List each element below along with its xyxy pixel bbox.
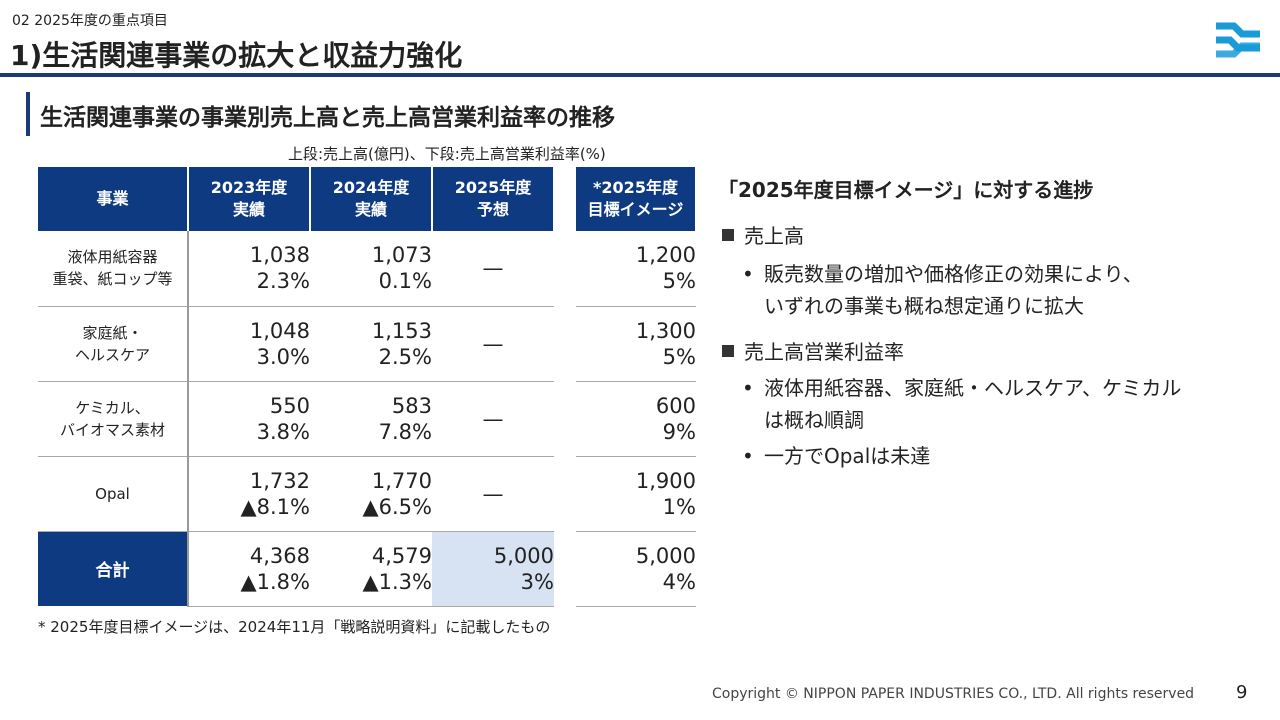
value-2025: — — [432, 456, 554, 532]
value-2023: 1,038 2.3% — [188, 231, 310, 307]
gap-cell — [554, 231, 576, 306]
total-target: 5,000 4% — [576, 531, 696, 607]
dot-bullet-icon: • — [742, 444, 754, 468]
header-business: 事業 — [38, 167, 189, 231]
progress-heading-margin: 売上高営業利益率 — [722, 336, 904, 365]
business-name: ケミカル、 バイオマス素材 — [38, 381, 189, 457]
progress-bullet: • 販売数量の増加や価格修正の効果により、 いずれの事業も概ね想定通りに拡大 — [742, 258, 1143, 322]
subtitle-accent-bar — [26, 92, 30, 136]
copyright: Copyright © NIPPON PAPER INDUSTRIES CO.,… — [712, 686, 1195, 702]
table-row: 家庭紙・ ヘルスケア 1,048 3.0% 1,153 2.5% — 1,300 5% — [38, 306, 696, 382]
business-name: 液体用紙容器 重袋、紙コップ等 — [38, 231, 189, 307]
total-2023: 4,368 ▲1.8% — [188, 531, 310, 607]
gap-cell — [554, 531, 576, 606]
progress-bullet: • 一方でOpalは未達 — [742, 440, 930, 472]
progress-bullet: • 液体用紙容器、家庭紙・ヘルスケア、ケミカル は概ね順調 — [742, 372, 1181, 436]
subtitle: 生活関連事業の事業別売上高と売上高営業利益率の推移 — [40, 105, 615, 131]
header-target: *2025年度 目標イメージ — [576, 167, 697, 231]
value-2024: 1,153 2.5% — [310, 306, 432, 382]
value-2025: — — [432, 381, 554, 457]
page-number: 9 — [1236, 682, 1248, 703]
header-2024: 2024年度 実績 — [310, 167, 433, 231]
header-2023: 2023年度 実績 — [188, 167, 311, 231]
progress-title: 「2025年度目標イメージ」に対する進捗 — [718, 178, 1094, 202]
gap-cell — [554, 381, 576, 456]
value-target: 1,300 5% — [576, 306, 696, 382]
header-2025: 2025年度 予想 — [432, 167, 555, 231]
value-target: 1,200 5% — [576, 231, 696, 307]
value-target: 1,900 1% — [576, 456, 696, 532]
business-name: Opal — [38, 456, 189, 532]
total-2025: 5,000 3% — [432, 531, 554, 607]
gap-cell — [554, 306, 576, 381]
square-bullet-icon — [722, 345, 734, 357]
value-2024: 1,770 ▲6.5% — [310, 456, 432, 532]
dot-bullet-icon: • — [742, 262, 754, 286]
title-rule — [0, 73, 1280, 77]
section-label: 02 2025年度の重点項目 — [12, 13, 168, 29]
results-table: 事業 2023年度 実績 2024年度 実績 2025年度 予想 *2025年度 目標イ… — [38, 167, 697, 607]
table-row: Opal 1,732 ▲8.1% 1,770 ▲6.5% — 1,900 1% — [38, 456, 696, 532]
dot-bullet-icon: • — [742, 376, 754, 400]
gap-cell — [554, 456, 576, 531]
value-2023: 1,732 ▲8.1% — [188, 456, 310, 532]
value-2023: 1,048 3.0% — [188, 306, 310, 382]
unit-note: 上段:売上高(億円)、下段:売上高営業利益率(%) — [288, 145, 606, 163]
nippon-paper-logo-icon — [1216, 22, 1260, 58]
table-header-row: 事業 2023年度 実績 2024年度 実績 2025年度 予想 *2025年度 目標イ… — [38, 167, 697, 231]
value-2023: 550 3.8% — [188, 381, 310, 457]
total-2024: 4,579 ▲1.3% — [310, 531, 432, 607]
value-2025: — — [432, 231, 554, 307]
table-row: 液体用紙容器 重袋、紙コップ等 1,038 2.3% 1,073 0.1% — 1,2… — [38, 231, 696, 307]
value-2024: 1,073 0.1% — [310, 231, 432, 307]
value-target: 600 9% — [576, 381, 696, 457]
total-label: 合計 — [38, 531, 189, 606]
value-2024: 583 7.8% — [310, 381, 432, 457]
table-row: ケミカル、 バイオマス素材 550 3.8% 583 7.8% — 600 9% — [38, 381, 696, 457]
footnote: * 2025年度目標イメージは、2024年11月「戦略説明資料」に記載したもの — [38, 618, 551, 636]
value-2025: — — [432, 306, 554, 382]
square-bullet-icon — [722, 229, 734, 241]
business-name: 家庭紙・ ヘルスケア — [38, 306, 189, 382]
table-total-row: 合計 4,368 ▲1.8% 4,579 ▲1.3% 5,000 3% 5,000 4% — [38, 531, 696, 607]
progress-heading-sales: 売上高 — [722, 220, 804, 249]
page-title: 1)生活関連事業の拡大と収益力強化 — [10, 39, 463, 72]
header-gap — [554, 167, 576, 231]
